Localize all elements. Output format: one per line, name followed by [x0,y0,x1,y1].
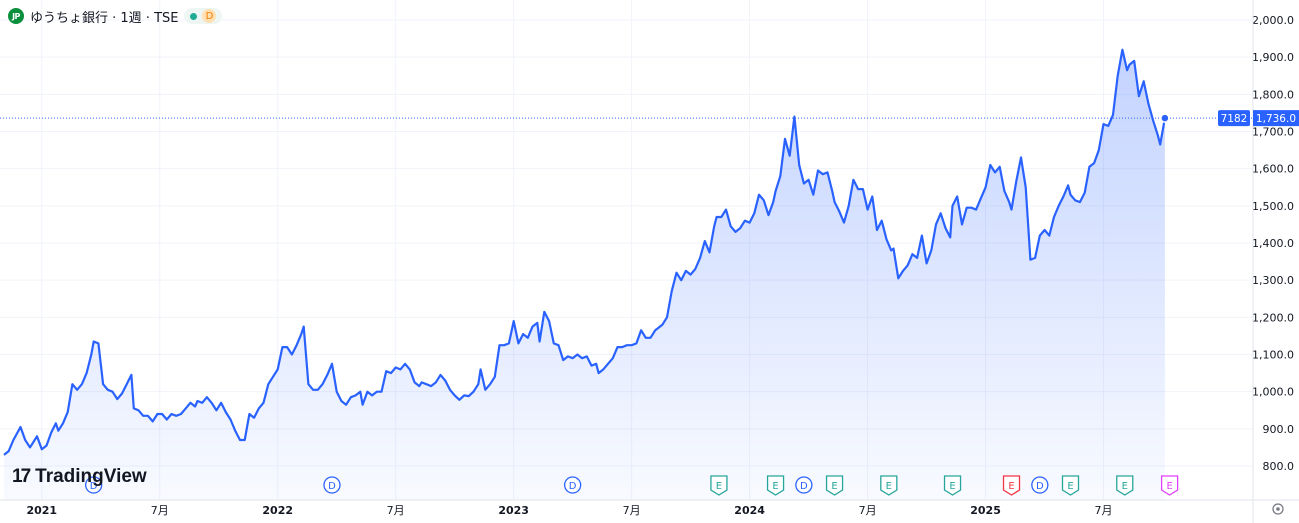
y-tick-label: 1,100.0 [1252,349,1294,362]
bank-logo-icon: JP [8,8,24,24]
chart-header: JP ゆうちょ銀行 · 1週 · TSE D [8,6,223,26]
event-marker-label: D [800,481,808,492]
y-tick-label: 1,700.0 [1252,126,1294,139]
earnings-marker-shield [943,475,962,496]
event-marker-label: D [569,481,577,492]
event-marker-label: E [949,481,955,492]
x-tick-label: 7月 [387,504,405,517]
dividend-marker-circle [563,476,582,494]
settings-icon[interactable] [1272,503,1284,515]
symbol-label: 7182 [1221,113,1248,125]
event-marker-label: D [90,481,98,492]
y-tick-label: 1,500.0 [1252,200,1294,213]
earnings-marker[interactable]: E [1002,475,1021,496]
x-tick-label: 7月 [151,504,169,517]
event-marker-label: E [1166,481,1172,492]
dividend-marker-circle [1031,476,1049,494]
y-tick-label: 800.0 [1263,460,1295,473]
event-marker-label: D [1036,481,1044,492]
price-line-layer [3,48,1166,456]
y-tick-label: 1,800.0 [1252,88,1294,101]
y-tick-label: 1,400.0 [1252,237,1294,250]
earnings-marker[interactable]: E [710,475,728,496]
x-tick-label: 2024 [734,504,765,517]
event-marker-label: E [1067,481,1073,492]
dividend-marker[interactable]: D [85,476,103,494]
earnings-marker[interactable]: E [880,475,898,496]
dividend-marker-circle [795,476,813,494]
event-marker-label: D [328,481,336,492]
dividend-marker[interactable]: D [563,476,582,494]
event-marker-label: E [1008,481,1014,492]
dividend-marker[interactable]: D [1031,476,1049,494]
earnings-marker[interactable]: E [943,475,962,496]
last-price-label-bg [1253,110,1299,127]
x-tick-label: 2021 [26,504,57,517]
price-area [4,49,1165,500]
tradingview-logo[interactable]: 17 TradingView [12,466,147,488]
earnings-marker[interactable]: E [1160,475,1179,496]
earnings-marker[interactable]: E [766,475,785,496]
earnings-marker-shield [1002,475,1021,496]
last-price-dot [1160,113,1170,123]
event-marker-label: E [831,481,837,492]
earnings-marker-shield [825,475,844,496]
x-tick-label: 2023 [498,504,529,517]
earnings-marker-shield [766,475,785,496]
last-price-label: 1,736.0 [1256,113,1296,125]
delayed-data-badge: D [202,9,217,23]
earnings-marker[interactable]: E [1061,475,1080,496]
x-tick-label: 7月 [623,504,641,517]
market-open-dot-icon [190,12,198,20]
area-fill-layer [4,49,1165,500]
y-tick-label: 1,600.0 [1252,163,1294,176]
x-tick-label: 2022 [262,504,293,517]
y-tick-label: 1,000.0 [1252,386,1294,399]
y-tick-label: 1,200.0 [1252,311,1294,324]
x-tick-label: 7月 [1095,504,1113,517]
market-status-badge[interactable]: D [184,8,223,24]
earnings-marker-shield [1116,475,1134,496]
event-marker-label: E [1122,481,1128,492]
dividend-marker-circle [85,476,103,494]
price-line [3,48,1166,456]
earnings-marker-shield [1061,475,1080,496]
x-tick-label: 2025 [970,504,1001,517]
dividend-marker[interactable]: D [323,476,341,494]
y-tick-label: 900.0 [1263,423,1295,436]
x-tick-label: 7月 [859,504,877,517]
y-tick-label: 1,300.0 [1252,274,1294,287]
earnings-marker-shield [1160,475,1179,496]
earnings-marker-shield [710,475,728,496]
earnings-marker[interactable]: E [1116,475,1134,496]
earnings-marker[interactable]: E [825,475,844,496]
last-price-label-group: 7182 1,736.0 [0,110,1299,127]
earnings-marker-shield [880,475,898,496]
tradingview-wordmark: TradingView [35,466,147,487]
dividend-marker-circle [323,476,341,494]
y-tick-label: 1,900.0 [1252,51,1294,64]
dividend-marker[interactable]: D [795,476,813,494]
symbol-title[interactable]: ゆうちょ銀行 · 1週 · TSE [30,10,179,26]
y-tick-label: 2,000.0 [1252,14,1294,27]
event-marker-label: E [716,481,722,492]
event-marker-label: E [772,481,778,492]
tradingview-mark-icon: 17 [12,466,31,487]
symbol-label-bg [1218,110,1250,127]
event-marker-label: E [886,481,892,492]
